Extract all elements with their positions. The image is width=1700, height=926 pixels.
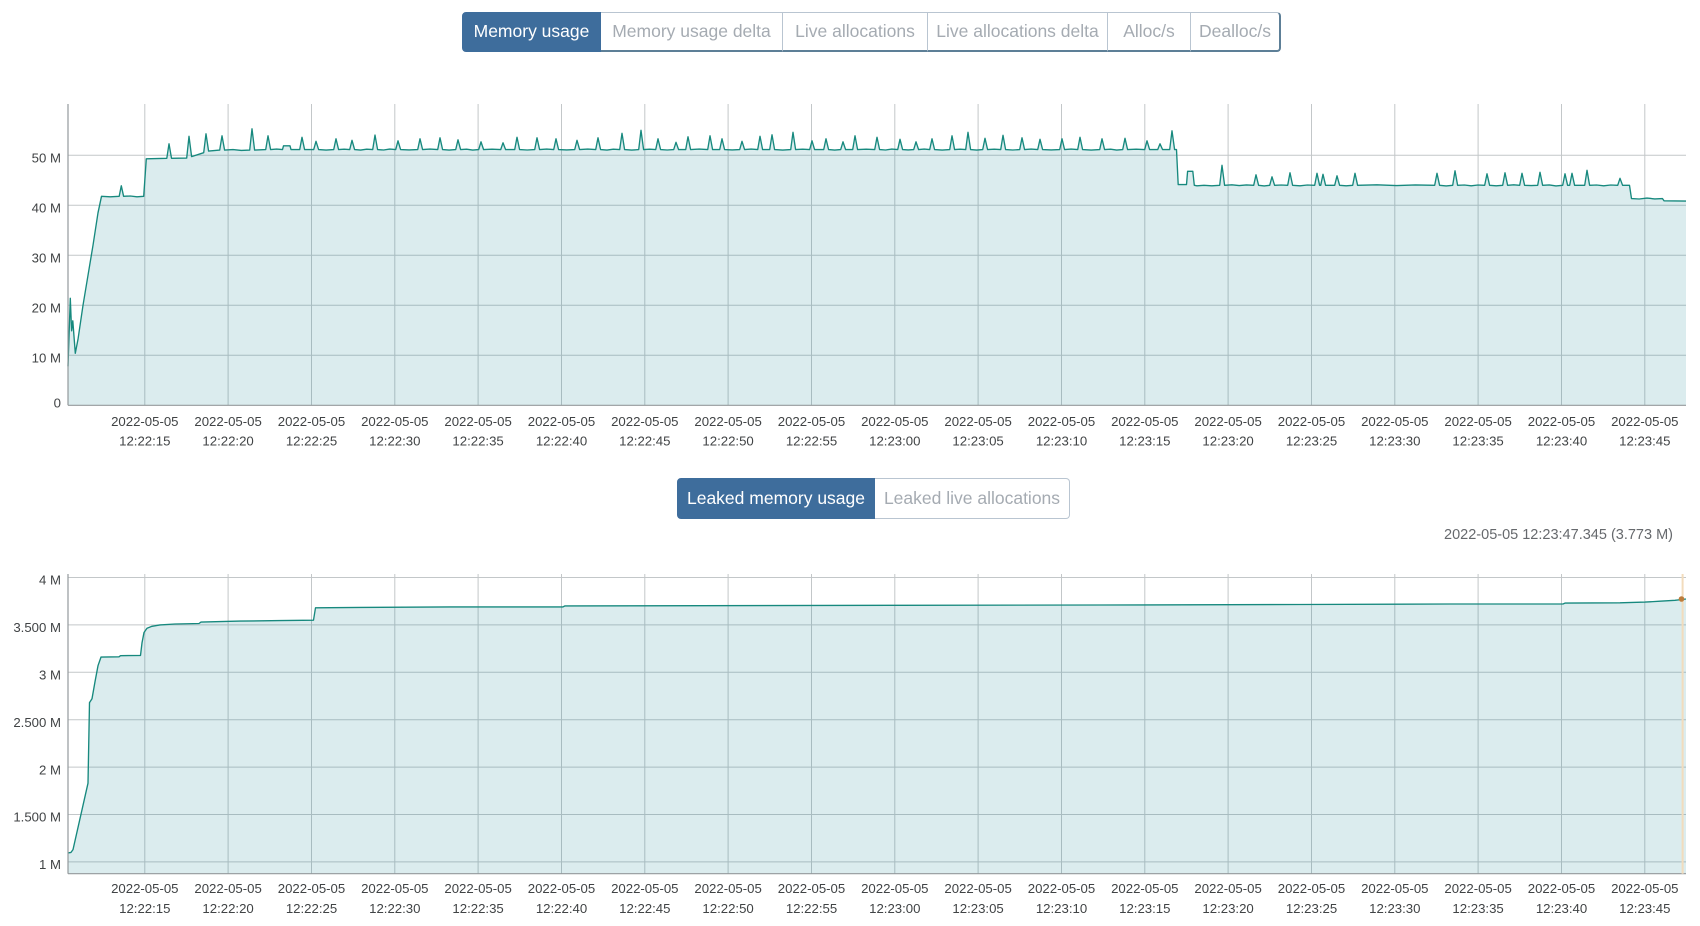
svg-text:4 M: 4 M [39,573,61,588]
svg-text:2022-05-05: 2022-05-05 [361,881,428,896]
svg-text:12:22:50: 12:22:50 [702,434,753,449]
svg-text:2022-05-05: 2022-05-05 [944,414,1011,429]
svg-text:12:23:35: 12:23:35 [1452,434,1503,449]
svg-text:12:22:55: 12:22:55 [786,901,837,916]
svg-text:12:22:30: 12:22:30 [369,434,420,449]
svg-text:12:22:45: 12:22:45 [619,901,670,916]
svg-text:2022-05-05: 2022-05-05 [1528,881,1595,896]
svg-text:2.500 M: 2.500 M [13,715,61,730]
svg-text:2022-05-05: 2022-05-05 [1611,414,1678,429]
svg-text:12:23:20: 12:23:20 [1202,901,1253,916]
svg-text:10 M: 10 M [32,351,61,366]
svg-text:12:23:40: 12:23:40 [1536,901,1587,916]
svg-text:2022-05-05: 2022-05-05 [1028,414,1095,429]
svg-text:12:23:05: 12:23:05 [952,434,1003,449]
svg-text:12:23:20: 12:23:20 [1202,434,1253,449]
svg-text:2022-05-05: 2022-05-05 [694,881,761,896]
svg-text:12:22:40: 12:22:40 [536,434,587,449]
svg-text:12:23:05: 12:23:05 [952,901,1003,916]
svg-text:2022-05-05: 2022-05-05 [944,881,1011,896]
svg-text:2022-05-05: 2022-05-05 [694,414,761,429]
svg-text:50 M: 50 M [32,151,61,166]
svg-text:12:23:00: 12:23:00 [869,901,920,916]
svg-text:12:23:15: 12:23:15 [1119,901,1170,916]
svg-text:12:23:25: 12:23:25 [1286,901,1337,916]
svg-text:2022-05-05: 2022-05-05 [611,881,678,896]
svg-text:2022-05-05: 2022-05-05 [111,414,178,429]
svg-text:20 M: 20 M [32,301,61,316]
svg-text:12:22:50: 12:22:50 [702,901,753,916]
svg-text:2022-05-05: 2022-05-05 [278,881,345,896]
svg-text:12:22:15: 12:22:15 [119,901,170,916]
svg-text:12:23:00: 12:23:00 [869,434,920,449]
svg-text:12:22:25: 12:22:25 [286,901,337,916]
svg-text:2022-05-05: 2022-05-05 [361,414,428,429]
svg-text:2022-05-05: 2022-05-05 [1444,414,1511,429]
svg-text:12:22:25: 12:22:25 [286,434,337,449]
svg-text:2022-05-05: 2022-05-05 [278,414,345,429]
svg-text:1 M: 1 M [39,857,61,872]
svg-text:2022-05-05: 2022-05-05 [1194,414,1261,429]
svg-text:2022-05-05: 2022-05-05 [1278,414,1345,429]
svg-text:2022-05-05: 2022-05-05 [444,881,511,896]
svg-text:2022-05-05: 2022-05-05 [778,881,845,896]
svg-text:12:23:10: 12:23:10 [1036,434,1087,449]
svg-text:2022-05-05: 2022-05-05 [1111,414,1178,429]
svg-text:2022-05-05: 2022-05-05 [1611,881,1678,896]
svg-text:2022-05-05: 2022-05-05 [861,414,928,429]
svg-text:1.500 M: 1.500 M [13,810,61,825]
svg-text:2022-05-05: 2022-05-05 [1361,414,1428,429]
svg-text:3.500 M: 3.500 M [13,620,61,635]
svg-text:12:22:35: 12:22:35 [452,434,503,449]
svg-text:2022-05-05: 2022-05-05 [194,414,261,429]
svg-text:12:23:25: 12:23:25 [1286,434,1337,449]
svg-text:12:22:35: 12:22:35 [452,901,503,916]
svg-text:12:22:30: 12:22:30 [369,901,420,916]
svg-text:3 M: 3 M [39,668,61,683]
svg-text:2022-05-05: 2022-05-05 [1111,881,1178,896]
svg-text:0: 0 [54,396,61,411]
svg-text:12:22:40: 12:22:40 [536,901,587,916]
svg-text:2022-05-05: 2022-05-05 [111,881,178,896]
svg-text:12:23:30: 12:23:30 [1369,434,1420,449]
svg-text:2022-05-05: 2022-05-05 [1528,414,1595,429]
svg-text:2022-05-05: 2022-05-05 [1444,881,1511,896]
svg-text:12:23:15: 12:23:15 [1119,434,1170,449]
svg-text:2022-05-05: 2022-05-05 [1278,881,1345,896]
svg-text:30 M: 30 M [32,251,61,266]
svg-text:2 M: 2 M [39,762,61,777]
svg-text:2022-05-05: 2022-05-05 [1361,881,1428,896]
svg-text:2022-05-05: 2022-05-05 [861,881,928,896]
svg-text:2022-05-05: 2022-05-05 [1028,881,1095,896]
svg-text:12:22:45: 12:22:45 [619,434,670,449]
svg-text:12:22:15: 12:22:15 [119,434,170,449]
svg-text:2022-05-05: 2022-05-05 [1194,881,1261,896]
svg-text:12:22:55: 12:22:55 [786,434,837,449]
svg-text:2022-05-05: 2022-05-05 [778,414,845,429]
svg-text:12:23:35: 12:23:35 [1452,901,1503,916]
svg-text:12:23:45: 12:23:45 [1619,434,1670,449]
svg-text:12:23:45: 12:23:45 [1619,901,1670,916]
svg-text:2022-05-05: 2022-05-05 [528,414,595,429]
svg-text:12:23:10: 12:23:10 [1036,901,1087,916]
svg-text:12:23:40: 12:23:40 [1536,434,1587,449]
svg-text:2022-05-05: 2022-05-05 [528,881,595,896]
svg-text:12:23:30: 12:23:30 [1369,901,1420,916]
svg-text:12:22:20: 12:22:20 [202,434,253,449]
svg-text:2022-05-05: 2022-05-05 [611,414,678,429]
svg-text:2022-05-05: 2022-05-05 [194,881,261,896]
svg-text:2022-05-05: 2022-05-05 [444,414,511,429]
svg-text:12:22:20: 12:22:20 [202,901,253,916]
svg-text:40 M: 40 M [32,201,61,216]
